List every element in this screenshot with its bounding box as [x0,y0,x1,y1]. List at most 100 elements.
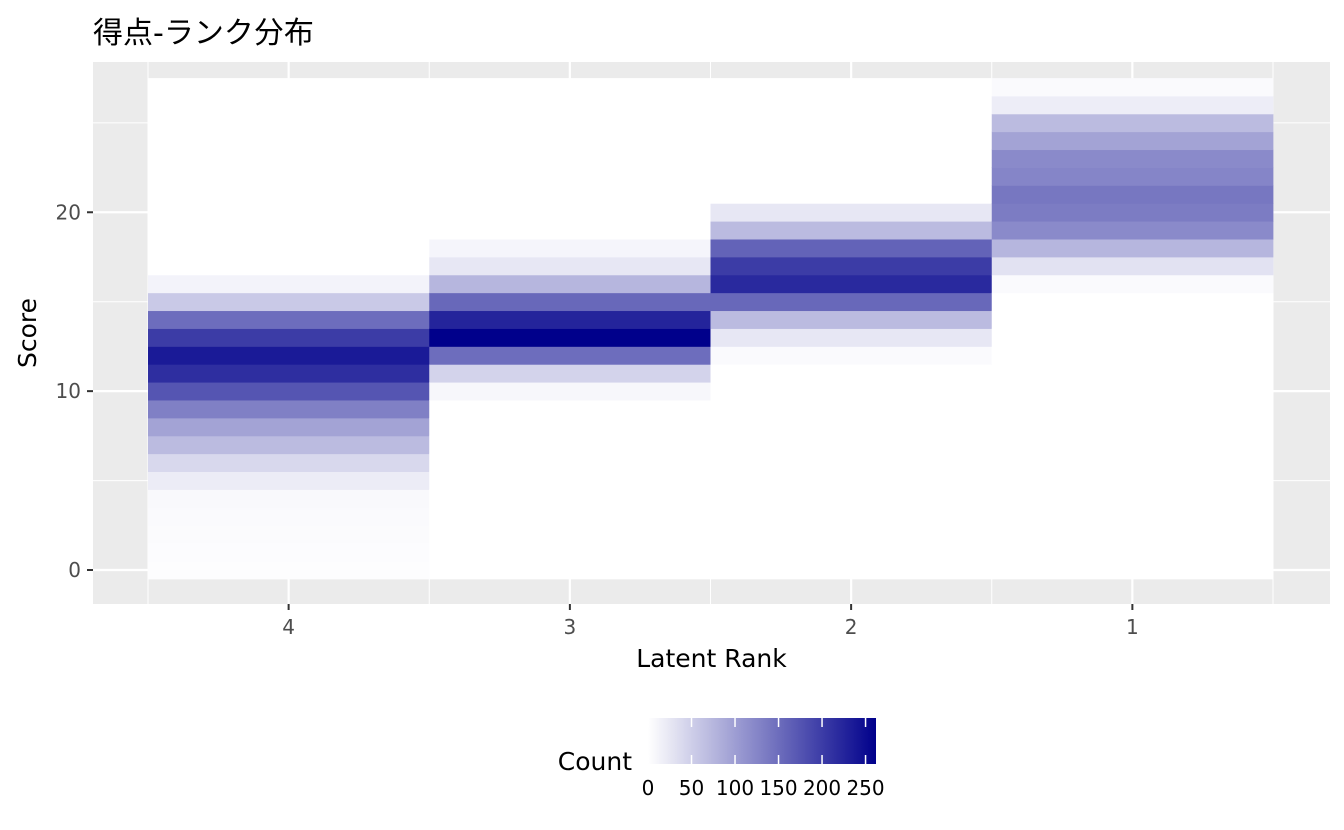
heatmap-cell [148,292,430,312]
heatmap-cell [429,435,711,455]
heatmap-cell [429,292,711,312]
heatmap-cell [148,543,430,562]
heatmap-cell [429,525,711,544]
heatmap-cell [710,113,993,133]
heatmap-cell [991,203,1274,222]
heatmap-cell [429,310,711,329]
heatmap-cell [429,149,711,168]
heatmap-cell [148,131,430,151]
heatmap-cell [991,274,1274,294]
heatmap-cell [710,400,993,419]
heatmap-cell [710,346,993,365]
x-tick-label: 1 [1126,615,1139,639]
heatmap-cell [710,453,993,473]
x-tick-label: 4 [282,615,295,639]
heatmap-cell [991,346,1274,365]
legend-tick-label: 0 [642,776,655,800]
heatmap-cell [710,561,993,580]
heatmap-cell [991,489,1274,508]
heatmap-cell [991,78,1274,97]
heatmap-cell [991,382,1274,401]
heatmap-cell [429,417,711,437]
heatmap-cell [710,239,993,258]
x-axis-label: Latent Rank [636,644,787,673]
heatmap-cell [148,221,430,240]
heatmap-cell [991,400,1274,419]
heatmap-cell [148,453,430,473]
heatmap-cell [991,364,1274,383]
heatmap-cell [710,274,993,294]
heatmap-cell [148,274,430,294]
heatmap-cell [429,400,711,419]
heatmap-cells [148,78,1274,580]
heatmap-cell [991,417,1274,437]
y-tick-label: 10 [56,379,81,403]
heatmap-cell [710,149,993,168]
heatmap-cell [148,507,430,526]
heatmap-cell [148,239,430,258]
heatmap-cell [991,292,1274,312]
heatmap-cell [148,346,430,365]
color-legend: Count 0 50 100 150 200 250 [558,718,885,800]
heatmap-cell [148,471,430,490]
heatmap-cell [429,256,711,276]
x-tick-label: 2 [845,615,858,639]
heatmap-cell [710,185,993,204]
heatmap-cell [710,95,993,115]
heatmap-cell [429,95,711,115]
heatmap-cell [710,417,993,437]
heatmap-cell [991,471,1274,490]
heatmap-cell [148,185,430,204]
heatmap-cell [991,95,1274,115]
heatmap-cell [429,507,711,526]
heatmap-cell [148,435,430,455]
heatmap-cell [991,256,1274,276]
heatmap-cell [148,525,430,544]
heatmap-cell [148,256,430,276]
heatmap-cell [991,239,1274,258]
heatmap-cell [429,167,711,186]
legend-tick-label: 150 [759,776,797,800]
heatmap-cell [148,78,430,97]
heatmap-cell [429,543,711,562]
heatmap-cell [148,203,430,222]
heatmap-cell [148,328,430,347]
heatmap-cell [710,292,993,312]
y-axis-label: Score [13,298,42,368]
heatmap-cell [148,400,430,419]
heatmap-cell [429,471,711,490]
heatmap-cell [991,310,1274,329]
heatmap-cell [148,167,430,186]
heatmap-cell [991,525,1274,544]
heatmap-cell [429,113,711,133]
heatmap-cell [429,185,711,204]
x-tick-label: 3 [564,615,577,639]
heatmap-cell [429,382,711,401]
heatmap-cell [991,543,1274,562]
heatmap-cell [710,131,993,151]
heatmap-cell [148,149,430,168]
legend-colorbar [648,718,876,764]
legend-tick-label: 200 [803,776,841,800]
heatmap-cell [710,203,993,222]
heatmap-cell [991,131,1274,151]
heatmap-cell [991,453,1274,473]
heatmap-cell [710,364,993,383]
heatmap-cell [148,364,430,383]
heatmap-cell [710,328,993,347]
heatmap-cell [429,221,711,240]
heatmap-cell [710,435,993,455]
heatmap-cell [710,543,993,562]
heatmap-cell [710,382,993,401]
heatmap-cell [710,78,993,97]
heatmap-cell [429,239,711,258]
heatmap-cell [148,417,430,437]
legend-tick-label: 250 [846,776,884,800]
legend-tick-label: 50 [679,776,704,800]
legend-tick-label: 100 [716,776,754,800]
heatmap-cell [710,525,993,544]
heatmap-cell [148,489,430,508]
heatmap-cell [710,221,993,240]
heatmap-cell [991,149,1274,168]
